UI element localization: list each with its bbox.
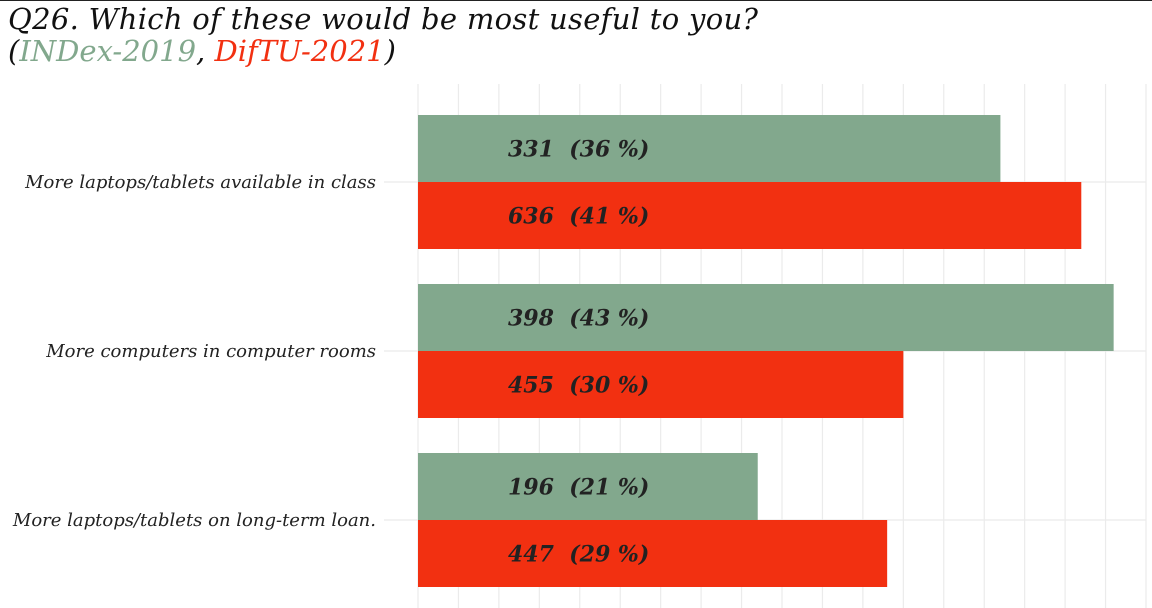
bar-value-label: 398 (43 %) [508, 306, 649, 332]
bar-value-label: 447 (29 %) [508, 542, 649, 568]
bar-index-2019 [418, 284, 1114, 351]
category-label: More laptops/tablets on long-term loan. [12, 510, 376, 531]
bar-value-label: 455 (30 %) [508, 373, 649, 399]
chart-title: Q26. Which of these would be most useful… [8, 2, 759, 36]
bar-diftu-2021 [418, 520, 888, 587]
category-label: More computers in computer rooms [45, 341, 376, 362]
bar-value-label: 331 (36 %) [508, 137, 649, 163]
top-rule [0, 0, 1152, 1]
bar-value-label: 636 (41 %) [508, 204, 649, 230]
category-label: More laptops/tablets available in class [24, 172, 376, 193]
bar-value-label: 196 (21 %) [508, 475, 649, 501]
bar-index-2019 [418, 453, 758, 520]
subtitle-series-index: INDex-2019 [19, 34, 197, 68]
subtitle-open-paren: ( [8, 34, 20, 68]
subtitle-separator: , [196, 34, 215, 68]
bar-index-2019 [418, 115, 1001, 182]
chart-subtitle: (INDex-2019, DifTU-2021) [8, 34, 396, 68]
subtitle-close-paren: ) [384, 34, 396, 68]
subtitle-series-diftu: DifTU-2021 [214, 34, 385, 68]
bar-diftu-2021 [418, 351, 904, 418]
bar-diftu-2021 [418, 182, 1082, 249]
